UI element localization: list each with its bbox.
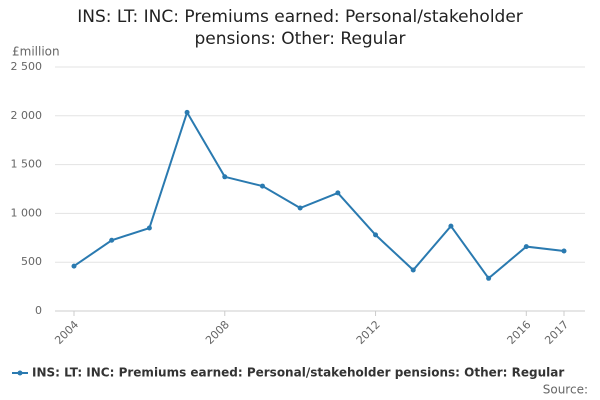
point — [297, 205, 303, 211]
y-tick-label: 1 000 — [11, 206, 43, 219]
point — [259, 183, 265, 189]
y-axis-label: £million — [12, 45, 60, 59]
point — [410, 267, 416, 273]
y-tick-label: 500 — [21, 255, 42, 268]
legend-label: INS: LT: INC: Premiums earned: Personal/… — [32, 366, 564, 380]
x-tick-label: 2016 — [505, 318, 534, 347]
point — [335, 190, 341, 196]
y-tick-label: 0 — [35, 304, 42, 317]
x-tick-label: 2008 — [203, 318, 232, 347]
chart-title: INS: LT: INC: Premiums earned: Personal/… — [77, 7, 523, 49]
point — [109, 237, 115, 243]
point — [561, 248, 567, 254]
source: Source: — [543, 383, 588, 397]
point — [448, 223, 454, 229]
point — [523, 244, 529, 250]
x-tick-label: 2004 — [52, 318, 81, 347]
y-tick-label: 2 000 — [11, 109, 43, 122]
y-tick-label: 2 500 — [11, 60, 43, 73]
x-tick-label: 2017 — [542, 318, 571, 347]
point — [146, 225, 152, 231]
x-tick-label: 2012 — [354, 318, 383, 347]
legend-marker — [17, 370, 23, 376]
point — [71, 263, 77, 269]
point — [184, 109, 190, 115]
point — [373, 232, 379, 238]
point — [222, 174, 228, 180]
line — [73, 109, 565, 280]
point — [486, 275, 492, 281]
y-tick-label: 1 500 — [11, 158, 43, 171]
